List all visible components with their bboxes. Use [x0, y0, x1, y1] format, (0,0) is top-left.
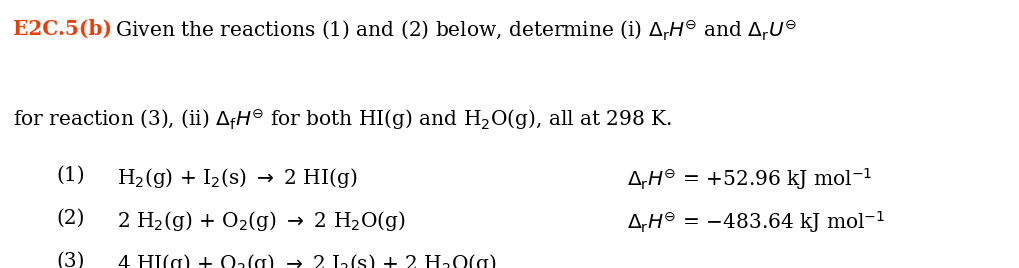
Text: 2 H$_2$(g) + O$_2$(g) $\rightarrow$ 2 H$_2$O(g): 2 H$_2$(g) + O$_2$(g) $\rightarrow$ 2 H$…	[117, 209, 406, 233]
Text: (2): (2)	[56, 209, 85, 228]
Text: $\Delta_{\mathrm{r}}H^{\ominus}$ = +52.96 kJ mol$^{-1}$: $\Delta_{\mathrm{r}}H^{\ominus}$ = +52.9…	[627, 166, 872, 192]
Text: for reaction (3), (ii) $\Delta_{\mathrm{f}}H^{\ominus}$ for both HI(g) and H$_2$: for reaction (3), (ii) $\Delta_{\mathrm{…	[13, 107, 672, 132]
Text: (1): (1)	[56, 166, 85, 185]
Text: $\Delta_{\mathrm{r}}H^{\ominus}$ = $-$483.64 kJ mol$^{-1}$: $\Delta_{\mathrm{r}}H^{\ominus}$ = $-$48…	[627, 209, 884, 235]
Text: (3): (3)	[56, 252, 85, 268]
Text: E2C.5(b): E2C.5(b)	[13, 19, 112, 39]
Text: H$_2$(g) + I$_2$(s) $\rightarrow$ 2 HI(g): H$_2$(g) + I$_2$(s) $\rightarrow$ 2 HI(g…	[117, 166, 358, 190]
Text: 4 HI(g) + O$_2$(g) $\rightarrow$ 2 I$_2$(s) + 2 H$_2$O(g): 4 HI(g) + O$_2$(g) $\rightarrow$ 2 I$_2$…	[117, 252, 496, 268]
Text: Given the reactions (1) and (2) below, determine (i) $\Delta_{\mathrm{r}}H^{\omi: Given the reactions (1) and (2) below, d…	[109, 19, 796, 42]
